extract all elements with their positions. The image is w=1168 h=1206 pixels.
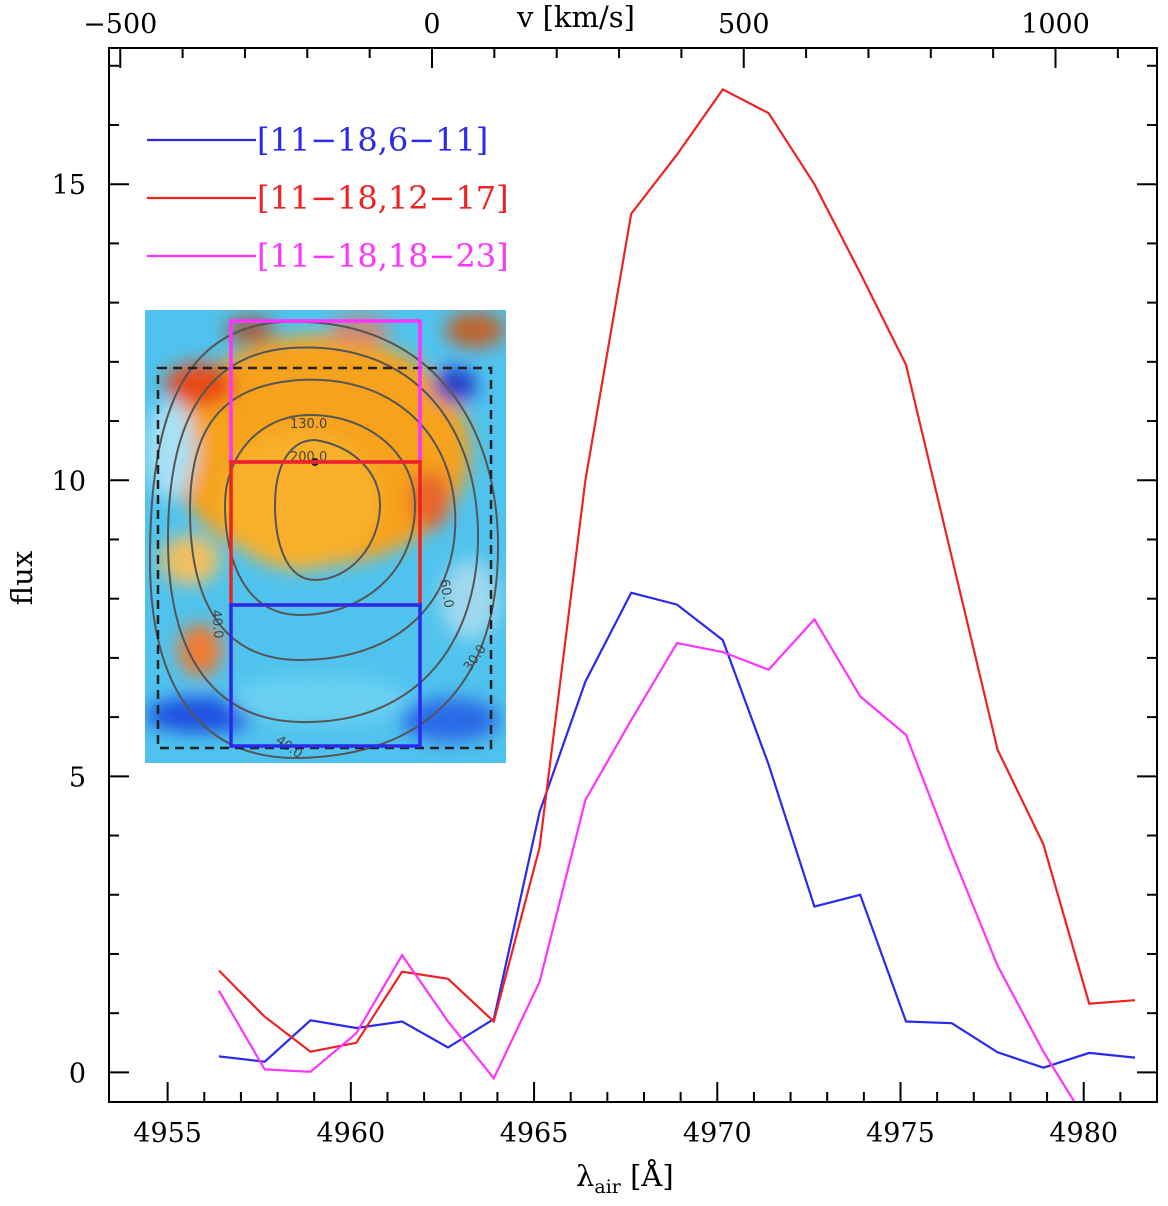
x-tick-label: 4955 [133,1118,202,1149]
x-tick-label: 4965 [500,1118,569,1149]
inset-contours [148,320,500,760]
x-tick-label: 4975 [866,1118,935,1149]
top-tick-label: 500 [718,9,770,40]
series-line-1 [218,591,1136,1069]
inset-dashed-box [156,366,493,750]
plot-frame [108,47,1158,1103]
y-tick-label: 15 [52,170,86,201]
y-tick-label: 0 [69,1058,86,1089]
y-axis-title: flux [5,551,39,605]
series-layer [217,87,1136,1102]
series-line-2 [218,87,1136,1053]
x-axis-title: λair [Å] [576,1158,674,1198]
inset-box-blue [229,603,422,748]
legend: [11−18,6−11] [11−18,12−17] [11−18,18−23] [147,121,509,275]
legend-label: [11−18,18−23] [257,237,509,275]
legend-label: [11−18,12−17] [257,179,509,217]
top-tick-label: 0 [423,9,440,40]
series-line-3 [217,617,1076,1102]
x-tick-label: 4960 [316,1118,385,1149]
top-axis-title: v [km/s] [516,0,635,34]
x-tick-label: 4970 [683,1118,752,1149]
contour-label: 40.0 [208,609,225,639]
x-tick-label: 4980 [1049,1118,1118,1149]
ticks-layer: 4955 4960 4965 4970 4975 4980 0 5 10 15 −500 0 500 10… [52,9,1157,1149]
contour-label: 60.0 [436,578,456,609]
y-tick-label: 10 [52,466,86,497]
inset-flux-map: 130.0 200.0 60.0 30.0 40.0 40.0 [145,310,506,763]
contour-label: 130.0 [290,417,327,432]
top-tick-label: 1000 [1021,9,1090,40]
legend-label: [11−18,6−11] [257,121,488,159]
top-tick-label: −500 [83,9,157,40]
y-tick-label: 5 [69,762,86,793]
